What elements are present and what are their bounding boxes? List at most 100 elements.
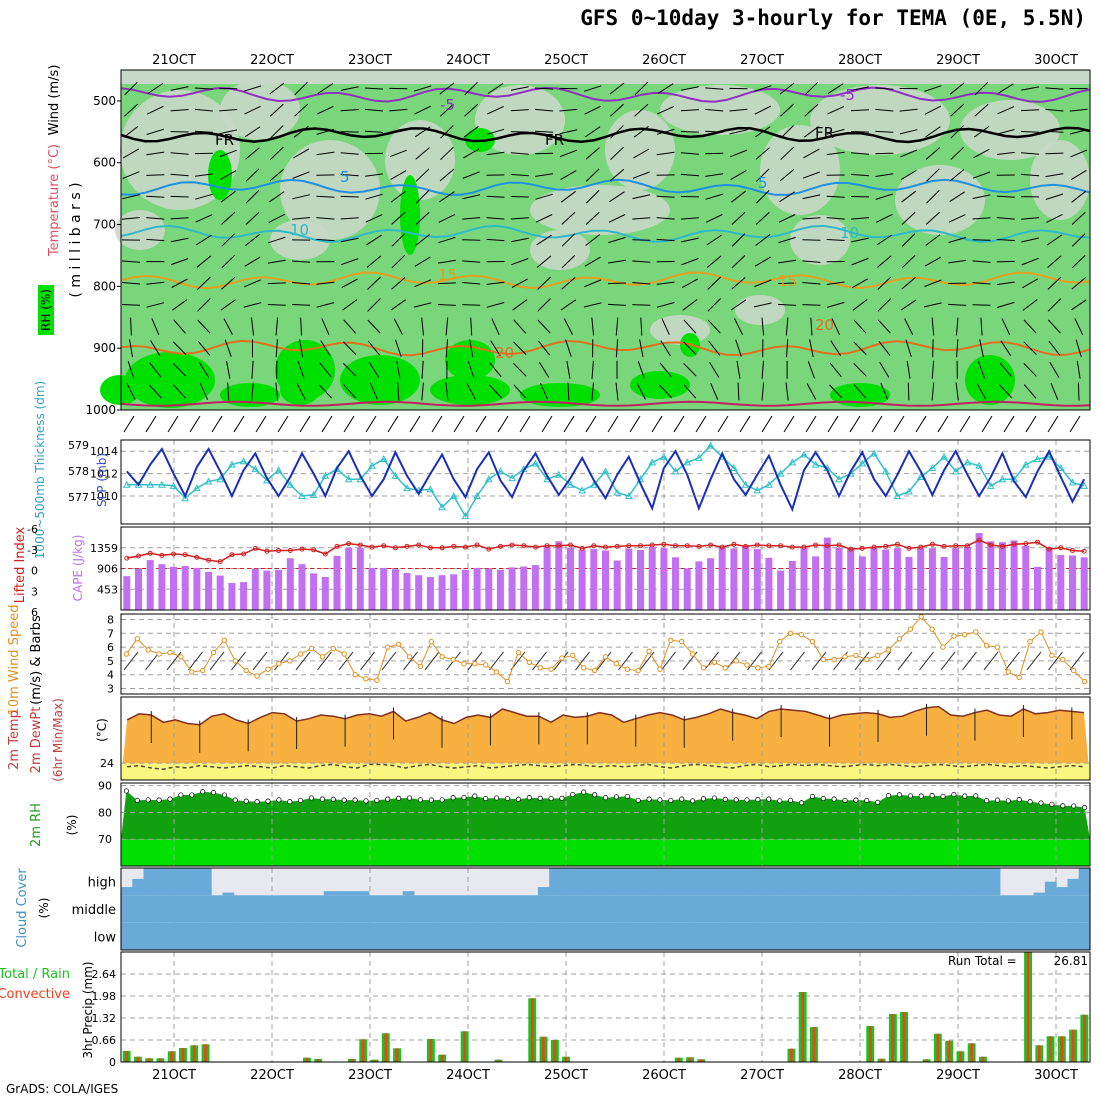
- rh2m-point: [352, 797, 358, 803]
- rh2m-point: [777, 798, 783, 804]
- cloud-bar: [842, 922, 854, 950]
- surface-wind-barb: [629, 415, 641, 433]
- wind-speed-point: [864, 656, 870, 663]
- wind-barb: [850, 152, 870, 155]
- precip-convective-bar: [305, 1057, 309, 1062]
- temp-tick-label: 24: [100, 757, 114, 770]
- wind-barb: [656, 217, 675, 220]
- lifted-index-point: [311, 547, 317, 553]
- precip-convective-bar: [947, 1040, 951, 1062]
- wind-barb: [754, 105, 772, 115]
- wind-barb: [756, 190, 770, 204]
- wind-barb: [778, 259, 797, 264]
- wind-barb: [850, 131, 870, 133]
- surface-wind-barb: [255, 415, 267, 433]
- wind-barb: [292, 171, 310, 179]
- rh2m-point: [886, 793, 892, 799]
- wind-barb: [195, 193, 213, 200]
- cloud-bar: [422, 922, 434, 950]
- precip-convective-label: Convective: [0, 987, 70, 1002]
- rh2m-point: [1071, 803, 1077, 809]
- cape-bar: [987, 541, 995, 610]
- cloud-bar: [659, 895, 671, 923]
- cape-bar: [555, 541, 563, 610]
- wind-barb: [1021, 173, 1040, 177]
- wind-barb: [615, 317, 619, 336]
- cloud-bar: [756, 922, 768, 950]
- cloud-bar: [713, 895, 725, 923]
- cloud-frame: [120, 867, 1091, 951]
- wind-barb: [931, 360, 935, 379]
- cloud-bar: [777, 922, 790, 950]
- wind-barb: [609, 168, 625, 182]
- cloud-bar: [551, 922, 563, 950]
- cloud-bar: [943, 868, 956, 896]
- cloud-bar: [508, 895, 520, 923]
- wind-barb: [632, 304, 651, 306]
- isotherm-line: [120, 224, 1091, 243]
- rh2m-point: [298, 797, 304, 803]
- surface-wind-barb: [299, 415, 311, 433]
- thickness-point: [998, 475, 1007, 483]
- precip-convective-bar: [429, 1039, 433, 1062]
- wind-barb: [486, 217, 505, 220]
- wind-barb: [170, 217, 189, 220]
- rh2m-point: [537, 795, 543, 801]
- cloud-bar: [1068, 922, 1080, 950]
- cloud-bar: [820, 895, 833, 923]
- bottom-day-label: 29OCT: [936, 1068, 980, 1083]
- precip-convective-bar: [801, 992, 804, 1062]
- rh2m-point: [472, 793, 478, 799]
- precip-convective-bar: [170, 1051, 173, 1062]
- thickness-point: [169, 481, 178, 489]
- wind-barb: [340, 217, 359, 220]
- cloud-bar: [939, 922, 951, 950]
- wind-speed-point: [711, 659, 718, 665]
- wind-barb: [705, 152, 724, 155]
- rh2m-tick-label: 90: [98, 780, 112, 793]
- cape-tick-label: 1359: [90, 542, 118, 555]
- lifted-index-point: [322, 551, 328, 557]
- cloud-bar: [767, 922, 779, 950]
- wind-barb: [292, 304, 311, 306]
- wind-barb-10m: [919, 651, 934, 671]
- thickness-point: [905, 487, 913, 495]
- wind-barb: [877, 276, 892, 290]
- wind-barb: [826, 239, 845, 241]
- cloud-bar: [573, 922, 585, 950]
- wind-speed-point: [145, 647, 151, 653]
- wind-barb: [707, 298, 721, 312]
- lifted-index-point: [381, 543, 387, 549]
- wind-speed-point: [994, 644, 1001, 650]
- lifted-index-point: [988, 542, 994, 548]
- wind-barb: [296, 383, 306, 400]
- wind-barb: [879, 361, 890, 378]
- surface-wind-barb: [475, 415, 487, 433]
- lifted-index-point: [766, 543, 772, 549]
- cloud-bar: [293, 922, 305, 950]
- wind-barb: [559, 129, 578, 135]
- isotherm-label: -5: [440, 96, 455, 114]
- cloud-bar: [684, 868, 697, 896]
- wind-barb: [440, 125, 454, 139]
- surface-wind-barb: [585, 415, 597, 433]
- lifted-index-point: [953, 543, 959, 549]
- rh2m-point: [1049, 801, 1055, 807]
- cape-bar: [1080, 557, 1088, 610]
- wind-barb: [390, 299, 406, 311]
- cloud-bar: [767, 895, 779, 923]
- wind-barb: [974, 81, 989, 96]
- cloud-bar: [347, 895, 359, 923]
- wind-barb: [680, 237, 699, 243]
- cloud-bar: [808, 868, 821, 896]
- cloud-bar: [1036, 922, 1048, 950]
- isotherm-line: [120, 339, 1091, 357]
- wind-speed-point: [885, 647, 892, 653]
- dry-air-region: [121, 70, 1090, 84]
- wind-barb: [221, 233, 235, 247]
- cloud-bar: [261, 922, 273, 950]
- thickness-point: [566, 480, 575, 488]
- cape-bar: [777, 570, 785, 610]
- cloud-bar: [988, 868, 1001, 896]
- wind-speed-point: [385, 644, 391, 650]
